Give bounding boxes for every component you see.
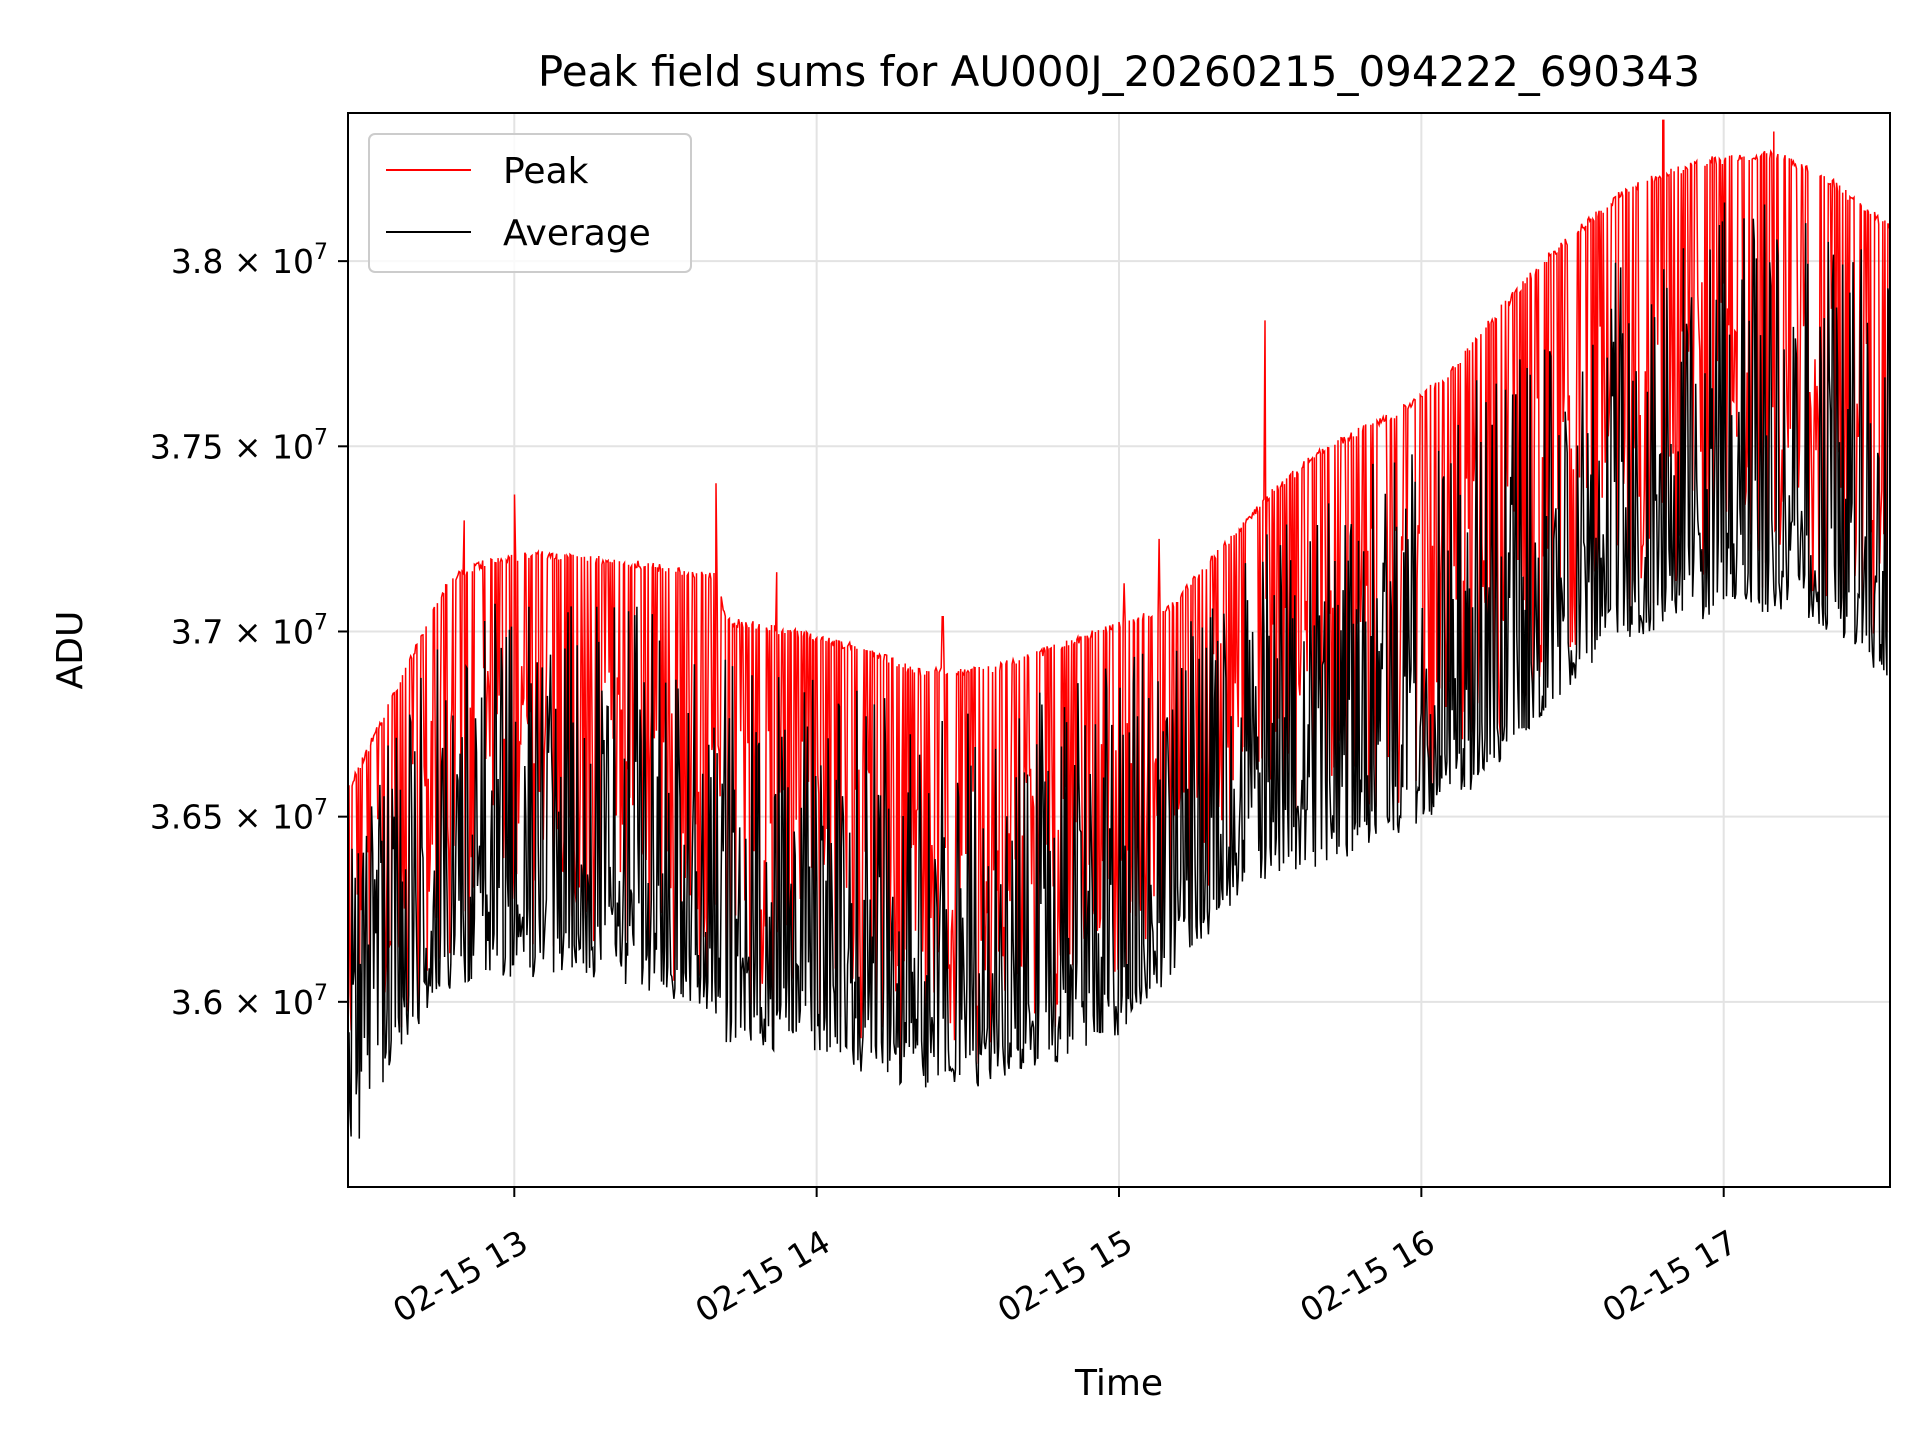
series-line-peak — [348, 119, 1890, 1085]
y-tick-label-4: 3.8 × 107 — [171, 240, 328, 281]
x-axis-label: Time — [1074, 1363, 1163, 1404]
y-tick-label-3: 3.75 × 107 — [150, 425, 328, 466]
legend-label-average: Average — [503, 213, 651, 254]
y-tick-label-1: 3.65 × 107 — [150, 796, 328, 837]
y-tick-label-2: 3.7 × 107 — [171, 610, 328, 651]
y-tick-label-0: 3.6 × 107 — [171, 981, 328, 1022]
series-layer — [348, 119, 1890, 1167]
legend-box — [368, 133, 692, 273]
y-axis-label: ADU — [50, 611, 91, 690]
series-line-average — [348, 202, 1890, 1167]
legend: Peak Average — [368, 133, 692, 273]
chart-title: Peak field sums for AU000J_20260215_0942… — [538, 47, 1700, 96]
legend-label-peak: Peak — [503, 151, 589, 192]
